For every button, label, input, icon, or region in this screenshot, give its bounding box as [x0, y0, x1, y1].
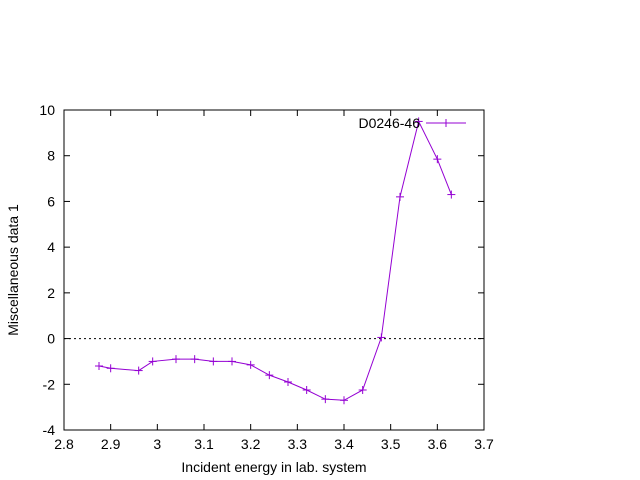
data-point — [377, 333, 386, 342]
x-tick-label: 3.6 — [428, 436, 448, 452]
data-point — [433, 155, 442, 164]
x-tick-label: 2.8 — [54, 436, 74, 452]
y-tick-label: 8 — [47, 148, 55, 164]
x-axis-label: Incident energy in lab. system — [181, 459, 366, 475]
y-tick-label: -2 — [43, 376, 56, 392]
data-point — [396, 192, 404, 201]
x-tick-label: 3.3 — [288, 436, 308, 452]
y-tick-label: 6 — [47, 193, 55, 209]
data-point — [134, 366, 143, 375]
data-point — [265, 371, 274, 380]
x-tick-label: 3.5 — [381, 436, 401, 452]
x-tick-label: 3.2 — [241, 436, 261, 452]
y-tick-label: -4 — [43, 422, 56, 438]
legend-entry: D0246-46 — [359, 115, 466, 131]
data-point — [95, 362, 103, 370]
y-tick-label: 10 — [39, 102, 55, 118]
data-point — [358, 386, 367, 394]
y-axis-label: Miscellaneous data 1 — [5, 204, 21, 336]
data-point — [172, 355, 180, 364]
data-point — [228, 357, 236, 366]
data-point — [302, 386, 311, 394]
x-tick-label: 3.7 — [474, 436, 494, 452]
data-point — [447, 190, 456, 199]
data-point — [148, 357, 157, 366]
data-point — [190, 355, 199, 364]
x-tick-label: 3.1 — [194, 436, 214, 452]
data-point — [340, 396, 348, 405]
data-point — [414, 117, 423, 126]
data-point — [246, 360, 255, 369]
legend-label: D0246-46 — [359, 115, 421, 131]
data-point — [106, 364, 115, 373]
plot-frame — [63, 109, 485, 431]
data-point — [284, 378, 292, 386]
series-line — [98, 119, 452, 401]
data-point — [321, 395, 330, 404]
y-tick-label: 2 — [47, 285, 55, 301]
x-tick-label: 3 — [153, 436, 161, 452]
x-tick-label: 2.9 — [101, 436, 121, 452]
data-point — [209, 357, 218, 366]
x-tick-label: 3.4 — [334, 436, 354, 452]
y-tick-label: 0 — [47, 331, 55, 347]
y-tick-label: 4 — [47, 239, 55, 255]
